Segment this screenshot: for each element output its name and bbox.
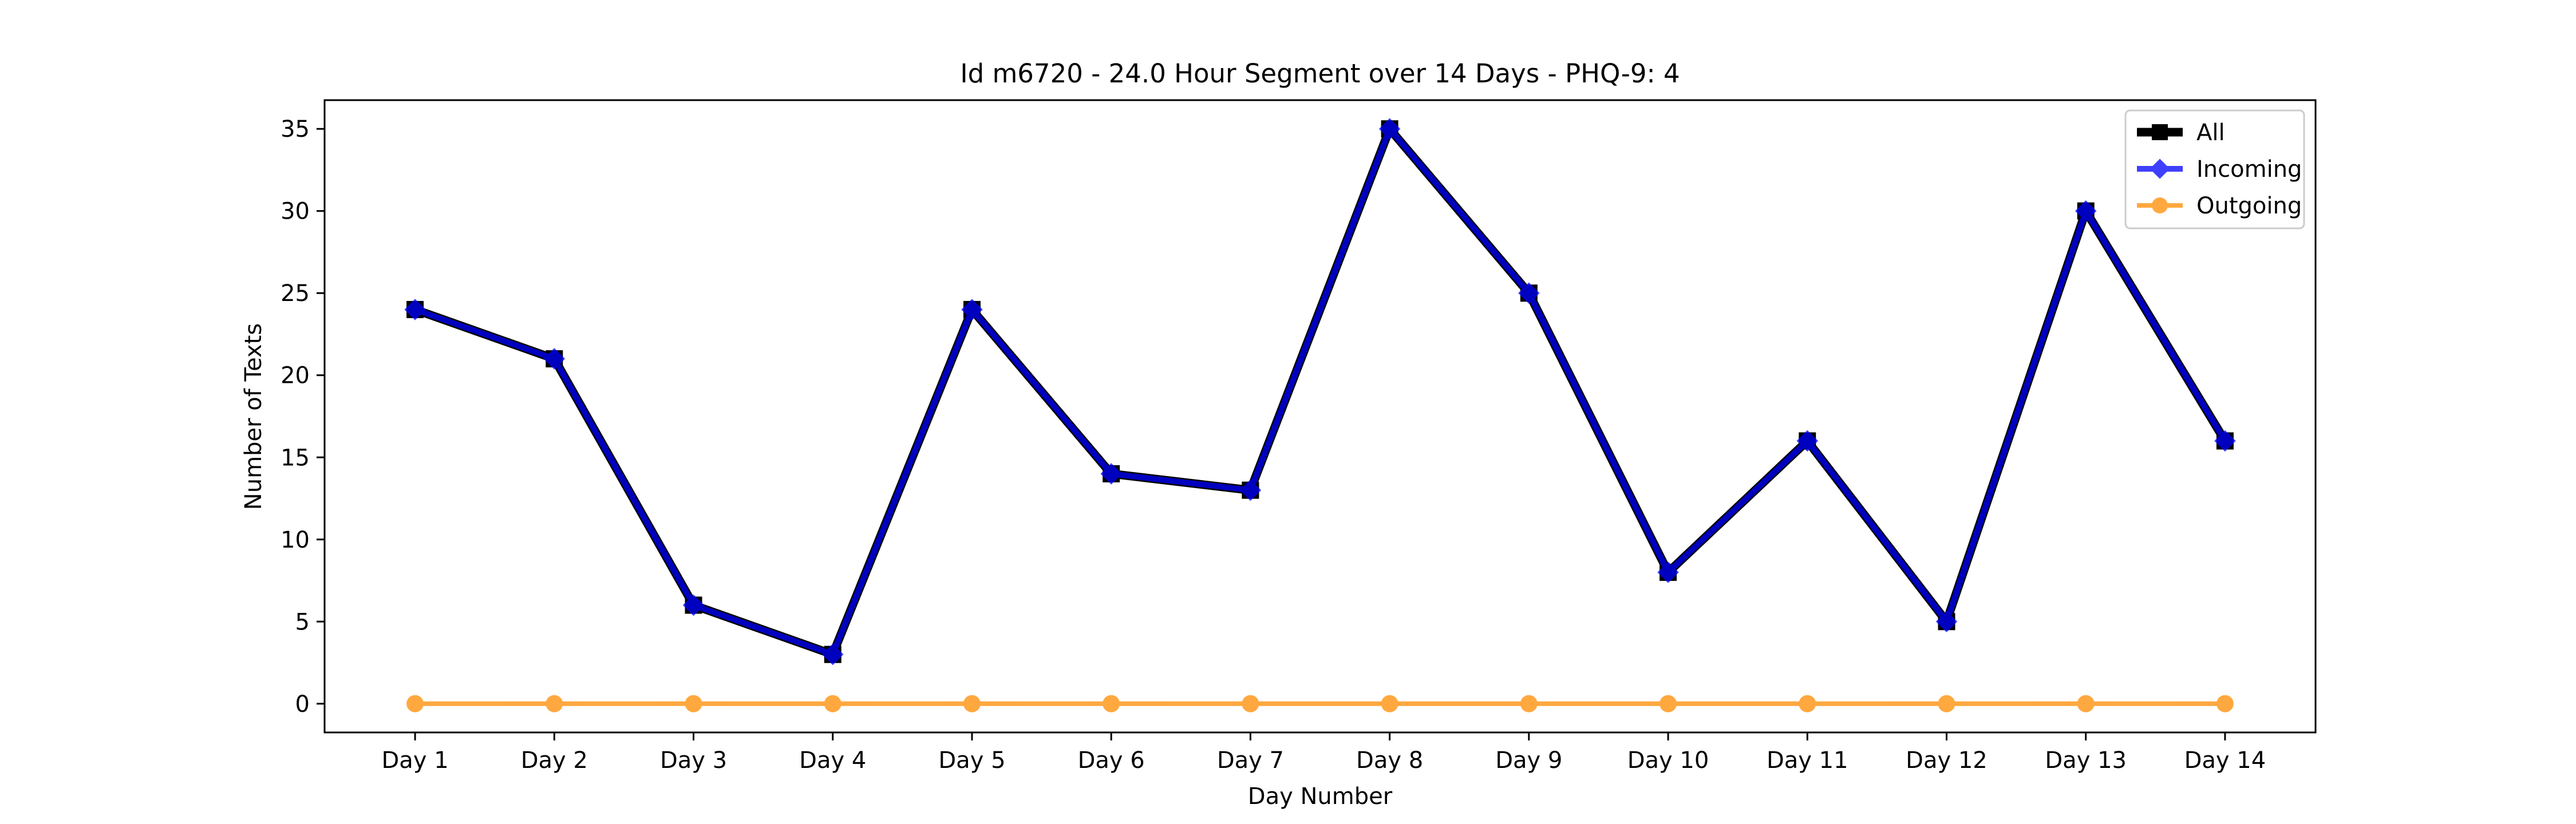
data-point-outgoing — [1660, 695, 1677, 712]
x-tick-label: Day 12 — [1906, 747, 1988, 774]
plot-frame — [323, 99, 2317, 734]
x-tick-label: Day 9 — [1495, 747, 1562, 774]
x-tick-label: Day 4 — [799, 747, 866, 774]
data-point-outgoing — [1938, 695, 1955, 712]
y-tick-label: 20 — [280, 363, 310, 389]
data-point-outgoing — [685, 695, 702, 712]
data-point-outgoing — [1381, 695, 1398, 712]
data-point-incoming — [961, 299, 983, 320]
data-point-incoming — [2075, 200, 2097, 222]
data-point-incoming — [682, 594, 705, 616]
data-point-incoming — [543, 348, 566, 370]
y-tick-label: 15 — [280, 445, 310, 471]
data-point-outgoing — [1520, 695, 1538, 712]
legend-marker-all — [2152, 124, 2168, 140]
y-tick-label: 0 — [295, 691, 310, 718]
plot-area — [404, 118, 2236, 712]
x-tick-label: Day 13 — [2045, 747, 2127, 774]
data-point-outgoing — [1242, 695, 1259, 712]
legend-marker-outgoing — [2152, 197, 2168, 213]
data-point-incoming — [1100, 463, 1122, 485]
x-tick-label: Day 6 — [1078, 747, 1145, 774]
y-axis-label: Number of Texts — [240, 323, 267, 510]
series-incoming — [404, 118, 2236, 665]
data-point-outgoing — [546, 695, 563, 712]
x-tick-label: Day 2 — [521, 747, 588, 774]
data-point-incoming — [1518, 282, 1540, 304]
y-tick-label: 25 — [280, 280, 310, 307]
x-tick-label: Day 8 — [1356, 747, 1423, 774]
legend-label-incoming: Incoming — [2196, 156, 2302, 183]
data-point-incoming — [1796, 430, 1819, 452]
data-point-incoming — [404, 299, 426, 320]
x-tick-label: Day 10 — [1627, 747, 1709, 774]
data-point-outgoing — [824, 695, 841, 712]
x-tick-label: Day 3 — [660, 747, 727, 774]
x-tick-label: Day 5 — [938, 747, 1005, 774]
chart-title: Id m6720 - 24.0 Hour Segment over 14 Day… — [960, 58, 1680, 89]
legend-swatch-incoming — [2137, 159, 2183, 179]
y-tick-label: 30 — [280, 199, 310, 225]
data-point-incoming — [1378, 118, 1401, 140]
legend-marker-incoming — [2150, 159, 2170, 179]
data-point-incoming — [1657, 561, 1679, 583]
legend-swatch-outgoing — [2137, 197, 2183, 213]
y-tick-label: 10 — [280, 527, 310, 553]
legend: All Incoming Outgoing — [2124, 109, 2305, 229]
data-point-outgoing — [2216, 695, 2234, 712]
y-tick-label: 5 — [295, 609, 310, 635]
x-tick-label: Day 14 — [2184, 747, 2266, 774]
legend-label-outgoing: Outgoing — [2196, 193, 2302, 219]
data-point-incoming — [1239, 479, 1262, 501]
data-point-incoming — [1935, 611, 1958, 633]
legend-label-all: All — [2196, 120, 2225, 146]
x-axis-label: Day Number — [1248, 783, 1393, 810]
data-point-outgoing — [406, 695, 424, 712]
x-tick-label: Day 1 — [382, 747, 449, 774]
legend-swatch-all — [2137, 124, 2183, 140]
series-outgoing — [406, 695, 2234, 712]
series-line-incoming — [414, 126, 2228, 657]
data-point-outgoing — [963, 695, 981, 712]
legend-box — [2124, 109, 2305, 229]
data-point-outgoing — [1103, 695, 1120, 712]
data-point-incoming — [2214, 430, 2236, 452]
y-tick-label: 35 — [280, 116, 310, 142]
axes: Day 1 Day 2 Day 3 Day 4 Day 5 Day 6 Day 7 Day 8… — [280, 99, 2317, 774]
data-point-outgoing — [1799, 695, 1816, 712]
x-tick-label: Day 11 — [1767, 747, 1848, 774]
series-line-all — [413, 124, 2229, 659]
data-point-outgoing — [2077, 695, 2095, 712]
data-point-incoming — [821, 643, 844, 665]
x-tick-label: Day 7 — [1217, 747, 1284, 774]
